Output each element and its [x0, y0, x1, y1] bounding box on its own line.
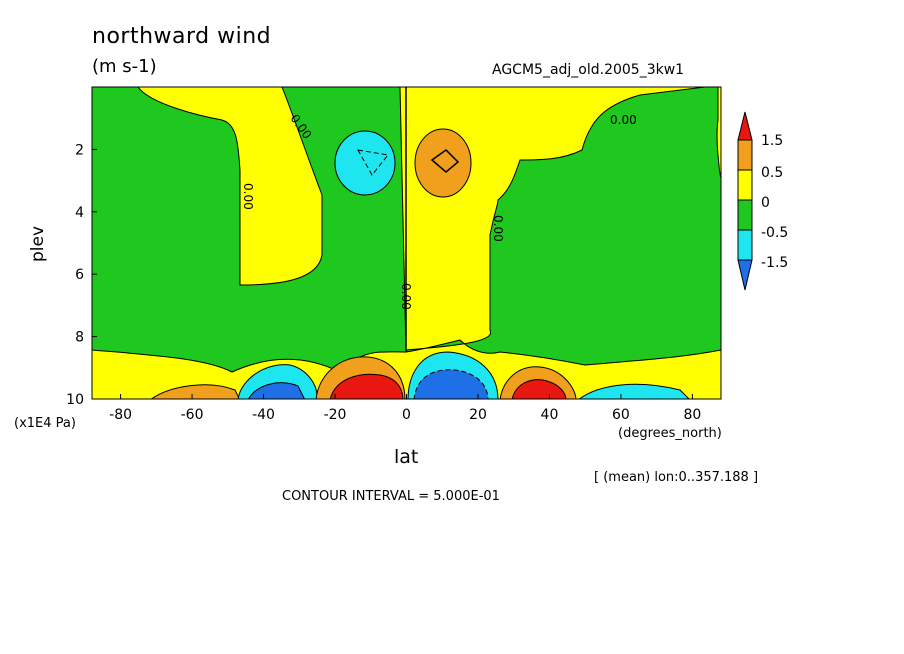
red-lobe-equator-south — [329, 373, 404, 399]
colorbar-yellow — [737, 169, 753, 201]
orange-cell-upper — [414, 128, 472, 198]
run-id: AGCM5_adj_old.2005_3kw1 — [492, 62, 685, 78]
x-tick-label: 60 — [612, 407, 630, 423]
colorbar-label: 1.5 — [761, 133, 783, 149]
cyan-lobe-far-north — [578, 383, 690, 399]
x-tick-label: 80 — [683, 407, 701, 423]
x-tick-label: 40 — [541, 407, 559, 423]
y-tick-label: 10 — [66, 392, 84, 408]
x-tick-label: 20 — [469, 407, 487, 423]
colorbar-label: 0 — [761, 195, 770, 211]
y-axis-unit: (x1E4 Pa) — [14, 416, 76, 431]
colorbar-cyan — [737, 229, 753, 261]
chart-units: (m s-1) — [92, 56, 157, 77]
y-tick-label: 6 — [75, 267, 84, 283]
chart-title: northward wind — [92, 24, 272, 49]
colorbar-arrow-bottom — [737, 259, 753, 291]
y-tick-label: 4 — [75, 205, 84, 221]
dashed-contour-upper — [357, 149, 389, 176]
colorbar-arrow-top — [737, 111, 753, 141]
cyan-cell-upper — [334, 130, 396, 196]
contour-label: 0.00 — [241, 183, 255, 210]
colorbar-label: 0.5 — [761, 165, 783, 181]
contour-interval: CONTOUR INTERVAL = 5.000E-01 — [282, 489, 500, 504]
plot-fill — [92, 87, 721, 399]
colorbar-orange — [737, 139, 753, 171]
blue-lobe-equator-north — [413, 369, 489, 399]
average-note: [ (mean) lon:0..357.188 ] — [594, 470, 759, 485]
orange-lobe-far-south — [150, 384, 241, 399]
x-tick-label: -20 — [324, 407, 347, 423]
y-axis-ticks: 2 4 6 8 10 — [66, 142, 97, 408]
colorbar: 1.5 0.5 0 -0.5 -1.5 — [737, 111, 788, 291]
y-tick-label: 8 — [75, 330, 84, 346]
colorbar-label: -0.5 — [761, 225, 788, 241]
red-lobe-north — [511, 379, 567, 399]
x-axis-unit: (degrees_north) — [618, 426, 722, 441]
x-tick-label: 0 — [402, 407, 411, 423]
green-region-nh — [92, 87, 407, 373]
x-axis-ticks: -80 -60 -40 -20 0 20 40 60 80 — [109, 394, 701, 423]
solid-contour-upper — [430, 149, 460, 173]
contour-label: 0.00 — [399, 283, 413, 310]
contour-label: 0.00 — [491, 215, 505, 242]
x-tick-label: -60 — [181, 407, 204, 423]
colorbar-label: -1.5 — [761, 255, 788, 271]
contour-label: 0.00 — [610, 113, 637, 127]
y-tick-label: 2 — [75, 142, 84, 158]
colorbar-green — [737, 199, 753, 231]
x-tick-label: -80 — [109, 407, 132, 423]
x-tick-label: -40 — [252, 407, 275, 423]
x-axis-label: lat — [394, 446, 419, 468]
blue-lobe-south — [248, 382, 306, 399]
